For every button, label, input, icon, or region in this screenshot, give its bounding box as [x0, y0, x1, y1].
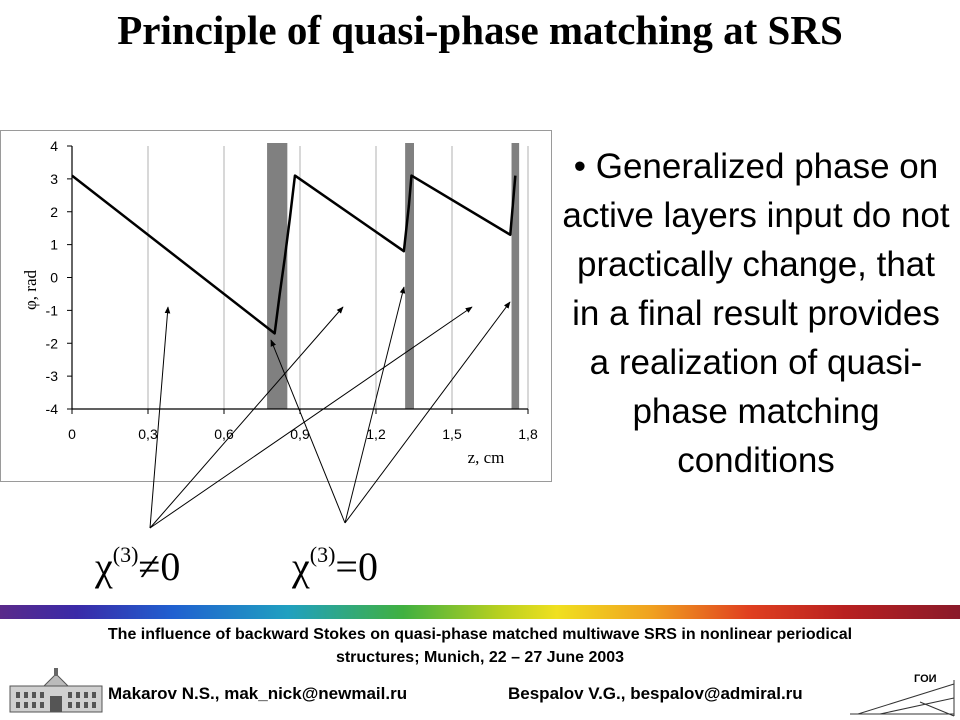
goi-logo-icon: ГОИ	[850, 673, 955, 717]
bullet-text: • Generalized phase on active layers inp…	[562, 147, 950, 480]
y-tick-label: -3	[46, 368, 59, 384]
y-tick-label: 3	[50, 171, 58, 187]
chi-symbol: χ	[292, 544, 310, 589]
arrow-nonzero	[149, 306, 344, 529]
footer-conference: The influence of backward Stokes on quas…	[0, 623, 960, 669]
y-tick-label: -2	[46, 335, 59, 351]
x-axis-label: z, cm	[468, 448, 505, 467]
chi-symbol: χ	[95, 544, 113, 589]
footer-line-1: The influence of backward Stokes on quas…	[107, 626, 853, 643]
y-tick-label: 2	[50, 204, 58, 220]
y-tick-label: -4	[46, 401, 59, 417]
chi-order: (3)	[309, 542, 336, 567]
arrow-nonzero	[149, 306, 473, 529]
phase-series	[71, 174, 517, 335]
y-tick-label: 0	[50, 270, 58, 286]
active-layer-bar	[267, 143, 288, 409]
author-makarov: Makarov N.S., mak_nick@newmail.ru	[108, 684, 408, 703]
y-tick-label: 4	[50, 138, 58, 154]
x-tick-label: 1,5	[442, 426, 462, 442]
pointer-arrows	[149, 286, 511, 529]
arrow-nonzero	[149, 306, 171, 529]
tick-labels: 4 3 2 1 0 -1 -2 -3 -4 0 0,3 0,6 0,9 1,2 1,5 1,8	[46, 138, 538, 442]
grid-lines	[147, 146, 529, 409]
chi-zero-label: χ(3)=0	[292, 542, 378, 590]
active-layer-bar	[511, 143, 520, 409]
x-tick-label: 0,6	[214, 426, 234, 442]
x-tick-label: 0,9	[290, 426, 310, 442]
arrow-zero	[344, 301, 511, 524]
chi-relation: =0	[335, 544, 378, 589]
x-tick-label: 1,8	[518, 426, 538, 442]
arrow-zero	[344, 286, 406, 524]
x-tick-label: 1,2	[366, 426, 386, 442]
phase-line	[71, 174, 517, 335]
logo-text: ГОИ	[914, 673, 937, 685]
chart-axes	[67, 145, 529, 414]
footer-line-2: structures; Munich, 22 – 27 June 2003	[335, 649, 625, 666]
y-tick-label: -1	[46, 302, 59, 318]
rainbow-divider	[0, 605, 960, 619]
author-bespalov: Bespalov V.G., bespalov@admiral.ru	[508, 684, 803, 703]
building-logo-icon	[4, 664, 108, 718]
chi-order: (3)	[112, 542, 139, 567]
chi-relation: ≠0	[138, 544, 181, 589]
x-tick-label: 0	[68, 426, 76, 442]
y-axis-label: φ, rad	[21, 269, 40, 310]
arrow-zero	[270, 339, 346, 524]
chi-nonzero-label: χ(3)≠0	[95, 542, 180, 590]
x-tick-label: 0,3	[138, 426, 158, 442]
active-layer-bar	[405, 143, 414, 409]
slide-title: Principle of quasi-phase matching at SRS	[117, 7, 843, 53]
y-tick-label: 1	[50, 237, 58, 253]
